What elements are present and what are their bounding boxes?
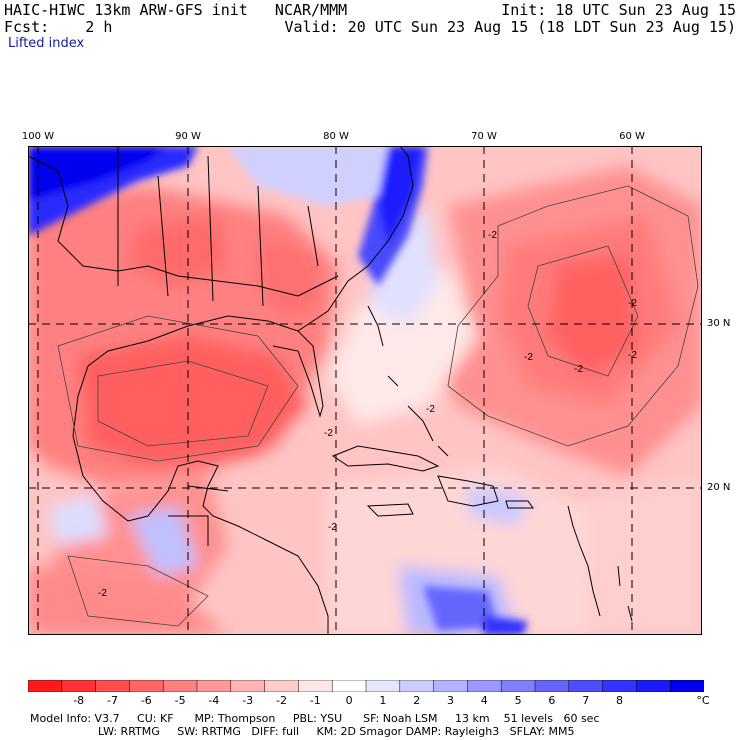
coastlines	[28, 146, 633, 635]
forecast-hour: Fcst: 2 h	[4, 18, 113, 36]
colorbar-swatch	[568, 680, 604, 692]
colorbar-tick-label: 4	[480, 694, 488, 707]
valid-time: Valid: 20 UTC Sun 23 Aug 15 (18 LDT Sun …	[284, 18, 736, 36]
colorbar-tick-label: -2	[276, 694, 287, 707]
lon-label-70w: 70 W	[471, 131, 497, 142]
colorbar-swatch	[196, 680, 232, 692]
contour-label: -2	[574, 364, 583, 375]
colorbar-tick-label: 5	[514, 694, 522, 707]
colorbar-tick-label: -3	[242, 694, 254, 707]
colorbar-swatch	[602, 680, 638, 692]
colorbar-swatch	[129, 680, 164, 692]
colorbar-swatch	[669, 680, 704, 692]
colorbar-swatch	[534, 680, 570, 692]
colorbar-tick-label: -5	[174, 694, 186, 707]
colorbar-swatch	[298, 680, 333, 692]
colorbar-tick-label: -8	[73, 694, 85, 707]
colorbar-tick-label: 6	[548, 694, 556, 707]
colorbar-tick-label: -6	[140, 694, 152, 707]
colorbar-swatch	[433, 680, 469, 692]
colorbar-swatch	[95, 680, 131, 692]
contour-label: -2	[98, 588, 107, 599]
colorbar-tick-label: 3	[447, 694, 454, 707]
colorbar-swatch	[467, 680, 502, 692]
colorbar-tick-label: 7	[582, 694, 590, 707]
field-name: Lifted index	[8, 36, 85, 51]
colorbar-swatch	[162, 680, 198, 692]
map-frame	[28, 146, 702, 635]
contour-label: -2	[324, 428, 333, 439]
colorbar-tick-label: 1	[379, 694, 387, 707]
lon-label-90w: 90 W	[175, 131, 201, 142]
contour-label: -2	[426, 404, 435, 415]
colorbar-tick-label: 2	[413, 694, 421, 707]
colorbar-swatch	[399, 680, 435, 692]
contour-labels: -2 -2 -2 -2 -2 -2 -2 -2 -2	[98, 230, 637, 599]
lifted-index-map: -2 -2 -2 -2 -2 -2 -2 -2 -2	[28, 146, 702, 635]
init-time: Init: 18 UTC Sun 23 Aug 15	[501, 1, 736, 19]
contour-label: -2	[328, 522, 337, 533]
colorbar-swatch	[230, 680, 266, 692]
lat-label-20n: 20 N	[707, 482, 731, 493]
lat-label-30n: 30 N	[707, 318, 731, 329]
contour-label: -2	[628, 350, 637, 361]
colorbar-tick-label: -4	[208, 694, 220, 707]
model-info-line2: LW: RRTMG SW: RRTMG DIFF: full KM: 2D Sm…	[98, 725, 575, 738]
colorbar-swatch	[264, 680, 300, 692]
lon-label-80w: 80 W	[323, 131, 349, 142]
model-title: HAIC-HIWC 13km ARW-GFS init NCAR/MMM	[4, 1, 348, 19]
colorbar-swatch	[61, 680, 97, 692]
colorbar-swatch	[331, 680, 367, 692]
colorbar	[28, 680, 704, 692]
stable-regions	[28, 146, 528, 635]
colorbar-tick-label: 0	[345, 694, 353, 707]
contour-label: -2	[628, 298, 637, 309]
contour-label: -2	[488, 230, 497, 241]
colorbar-swatch	[365, 680, 401, 692]
model-info-line1: Model Info: V3.7 CU: KF MP: Thompson PBL…	[30, 712, 600, 725]
graticule	[28, 146, 702, 635]
lon-label-60w: 60 W	[619, 131, 645, 142]
contour-label: -2	[524, 352, 533, 363]
colorbar-swatch	[636, 680, 671, 692]
colorbar-unit: °C	[696, 694, 710, 707]
colorbar-tick-label: 8	[616, 694, 623, 707]
colorbar-tick-label: -7	[107, 694, 118, 707]
colorbar-tick-label: -1	[309, 694, 321, 707]
colorbar-swatch	[28, 680, 63, 692]
colorbar-swatch	[500, 680, 536, 692]
field-shading	[28, 166, 702, 635]
lon-label-100w: 100 W	[21, 131, 55, 142]
